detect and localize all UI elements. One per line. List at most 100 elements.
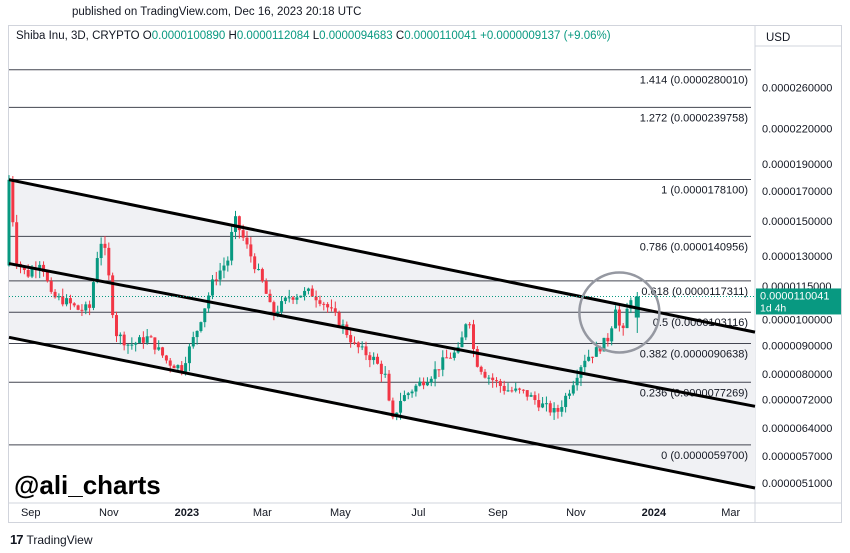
- candle-body: [445, 357, 449, 359]
- candle-body: [118, 334, 122, 337]
- candle-body: [556, 408, 560, 412]
- candle-body: [222, 265, 226, 271]
- candle-body: [230, 231, 234, 261]
- candle-body: [303, 290, 307, 296]
- fib-label-3: 0.786 (0.0000140956): [640, 241, 748, 253]
- candle-body: [280, 301, 284, 312]
- candle-body: [153, 337, 157, 350]
- y-tick-label-3: 0.0000170000: [762, 186, 832, 198]
- candle-body: [203, 308, 207, 323]
- candle-body: [587, 356, 591, 361]
- candle-body: [383, 373, 387, 375]
- candle-body: [42, 264, 46, 272]
- candle-body: [621, 325, 625, 329]
- x-tick-label-6: Sep: [488, 507, 508, 519]
- candle-body: [53, 291, 57, 298]
- bar-countdown: 1d 4h: [760, 302, 786, 314]
- candle-body: [356, 342, 360, 348]
- candle-body: [99, 243, 103, 259]
- high-value: 0.0000112084: [236, 30, 310, 42]
- candle-body: [372, 356, 376, 361]
- candle-body: [575, 377, 579, 386]
- y-tick-label-2: 0.0000190000: [762, 159, 832, 171]
- change-value: +0.0000009137 (+9.06%): [480, 30, 611, 42]
- candle-body: [306, 288, 310, 291]
- candle-body: [199, 322, 203, 331]
- author-watermark: @ali_charts: [14, 470, 161, 500]
- highlight-circle: [578, 271, 661, 354]
- x-tick-label-1: Nov: [99, 507, 119, 519]
- candle-body: [495, 380, 499, 382]
- candle-body: [226, 260, 230, 266]
- candle-body: [468, 324, 472, 326]
- candle-body: [291, 297, 295, 300]
- candles: [7, 175, 633, 421]
- candle-body: [364, 346, 368, 356]
- candle-body: [287, 297, 291, 299]
- candle-body: [341, 324, 345, 326]
- low-label: L: [312, 30, 320, 42]
- candle-body: [418, 381, 422, 386]
- candle-body: [38, 264, 42, 270]
- candle-body: [134, 342, 138, 345]
- brand-name: TradingView: [26, 532, 93, 547]
- x-tick-label-5: Jul: [411, 507, 425, 519]
- candle-body: [502, 385, 506, 391]
- candle-body: [368, 355, 372, 361]
- candle-body: [88, 304, 92, 308]
- tradingview-logo-icon: 17: [10, 532, 24, 547]
- brand-footer: 17 TradingView: [10, 532, 93, 547]
- candle-body: [249, 244, 253, 257]
- candle-body: [126, 344, 130, 346]
- candle-body: [606, 337, 610, 342]
- candle-body: [161, 347, 165, 356]
- candle-body: [552, 408, 556, 413]
- candle-body: [245, 237, 249, 245]
- candle-body: [625, 308, 629, 329]
- candle-body: [629, 300, 633, 309]
- candle-body: [425, 382, 429, 386]
- y-tick-label-13: 0.0000051000: [762, 478, 832, 490]
- candle-body: [95, 258, 99, 283]
- fib-label-6: 0.382 (0.0000090638): [640, 349, 748, 361]
- candle-body: [533, 395, 537, 401]
- symbol-label[interactable]: Shiba Inu, 3D, CRYPTO: [16, 30, 140, 42]
- candle-body: [564, 395, 568, 408]
- candle-body: [610, 328, 614, 342]
- publish-info: published on TradingView.com, Dec 16, 20…: [72, 6, 362, 18]
- open-label: O: [142, 30, 152, 42]
- candle-body: [172, 365, 176, 369]
- candle-body: [253, 256, 257, 270]
- high-label: H: [228, 30, 237, 42]
- candle-body: [352, 342, 356, 344]
- x-tick-label-0: Sep: [21, 507, 41, 519]
- candle-body: [402, 395, 406, 401]
- candle-body: [195, 330, 199, 338]
- candle-body: [145, 336, 149, 343]
- candle-body: [272, 302, 276, 315]
- candle-body: [141, 337, 145, 343]
- y-tick-label-9: 0.0000080000: [762, 369, 832, 381]
- candle-body: [521, 389, 525, 391]
- current-price-tag: [756, 288, 841, 315]
- candle-body: [379, 363, 383, 375]
- candle-body: [560, 407, 564, 412]
- candle-body: [602, 337, 606, 352]
- channel-line-middle: [8, 262, 756, 408]
- candle-body: [318, 300, 322, 304]
- candle-body: [487, 377, 491, 379]
- candle-body: [452, 352, 456, 358]
- candle-body: [544, 403, 548, 405]
- candle-body: [498, 381, 502, 386]
- candle-body: [376, 356, 380, 364]
- current-price-value: 0.0000110041: [760, 290, 830, 302]
- candle-body: [525, 390, 529, 397]
- candle-body: [322, 303, 326, 305]
- candle-body: [76, 305, 80, 310]
- candle-body: [590, 356, 594, 358]
- candle-body: [433, 369, 437, 379]
- candle-body: [429, 378, 433, 383]
- candle-body: [191, 337, 195, 347]
- candle-body: [333, 308, 337, 313]
